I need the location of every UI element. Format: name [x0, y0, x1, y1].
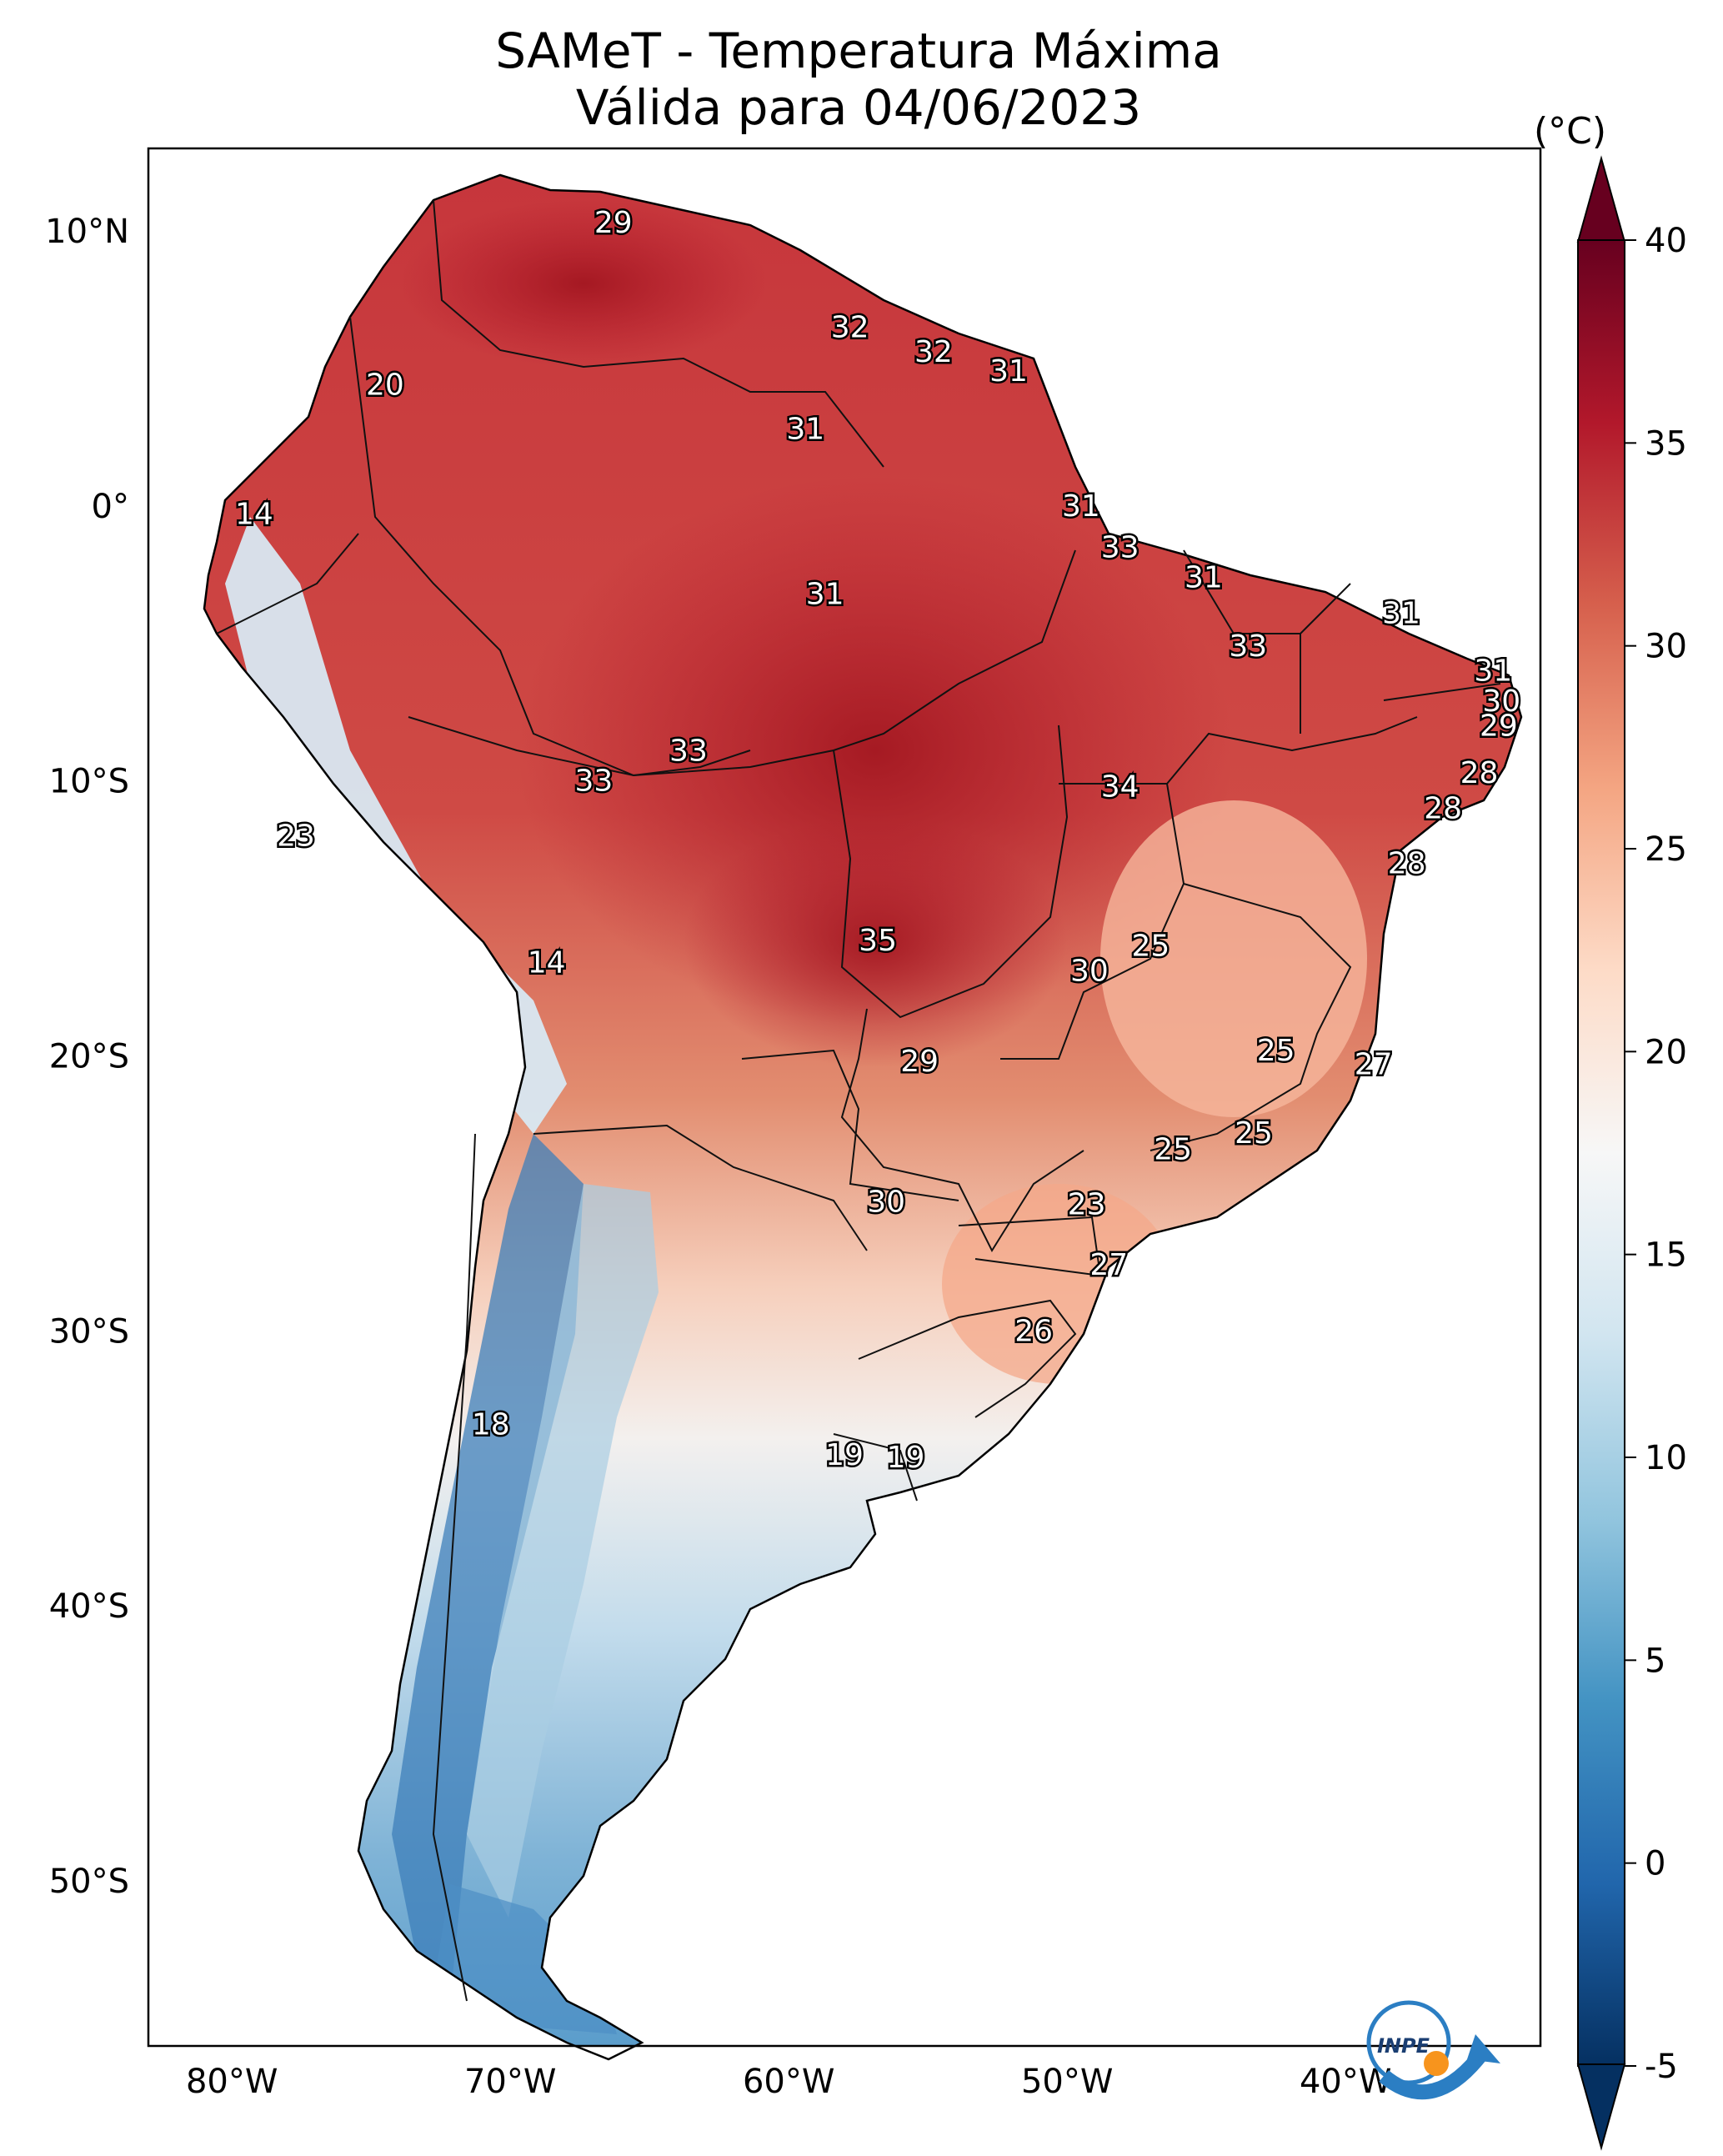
lat-tick-label: 20°S: [49, 1038, 129, 1076]
station-value-label: 20: [366, 369, 404, 403]
lon-tick-label: 50°W: [1021, 2063, 1113, 2101]
political-borders: [203, 173, 1523, 2061]
border-minas: [1150, 883, 1352, 1151]
station-value-label: 19: [825, 1438, 864, 1472]
lat-tick-label: 10°S: [49, 763, 129, 801]
lat-tick-label: 50°S: [49, 1863, 129, 1901]
station-value-label: 25: [1154, 1133, 1192, 1167]
station-value-label: 29: [1480, 709, 1518, 744]
map-subtitle: Válida para 04/06/2023: [575, 79, 1142, 136]
border-west-amazon: [349, 316, 751, 777]
lon-tick-label: 60°W: [743, 2063, 834, 2101]
station-value-label: 29: [900, 1045, 939, 1079]
border-bahia-north: [1166, 716, 1418, 785]
station-value-label: 23: [1068, 1188, 1106, 1222]
lat-tick-label: 30°S: [49, 1312, 129, 1351]
station-value-label: 14: [528, 945, 566, 980]
border-parana: [958, 1216, 1102, 1277]
station-value-label: 34: [1101, 770, 1139, 804]
station-value-label: 33: [1101, 530, 1139, 564]
station-value-label: 31: [1382, 596, 1420, 630]
station-value-label: 27: [1355, 1047, 1393, 1081]
colorbar-tick-label: 35: [1645, 424, 1687, 463]
inpe-logo: INPE: [1366, 2000, 1500, 2100]
inpe-logo-dot-icon: [1424, 2051, 1449, 2076]
station-value-label: 33: [669, 734, 708, 768]
station-value-label: 33: [1229, 629, 1267, 664]
station-value-label: 23: [277, 820, 315, 854]
station-value-label: 25: [1235, 1116, 1273, 1151]
colorbar-tick-label: 40: [1645, 222, 1687, 260]
inpe-logo-swoosh-icon: [1379, 2046, 1490, 2100]
map-title: SAMeT - Temperatura Máxima: [495, 23, 1222, 79]
station-value-label: 29: [594, 206, 633, 240]
station-value-label: 30: [867, 1185, 905, 1219]
station-value-label: 25: [1131, 930, 1170, 964]
border-piaui: [1183, 549, 1301, 734]
map-frame: [147, 147, 1542, 2048]
border-uruguay: [833, 1433, 918, 1502]
colorbar-tick-label: -5: [1645, 2048, 1678, 2086]
border-ecuador-peru: [216, 533, 359, 634]
latitude-axis: 10°N 0° 10°S 20°S 30°S 40°S 50°S: [45, 213, 129, 1901]
lon-tick-label: 70°W: [464, 2063, 556, 2101]
colorbar-tick-label: 25: [1645, 830, 1687, 869]
inpe-logo-arrow-icon: [1467, 2034, 1500, 2063]
station-value-label: 31: [1062, 489, 1100, 524]
border-north: [433, 199, 884, 468]
colorbar-tick-label: 15: [1645, 1236, 1687, 1275]
colorbar-bar: [1577, 239, 1625, 2067]
lon-tick-label: 80°W: [186, 2063, 278, 2101]
colorbar-tick-label: 0: [1645, 1845, 1665, 1883]
colorbar-ticks: 40 35 30 25 20 15 10 5 0 -5: [1625, 222, 1687, 2086]
border-paraguay: [741, 1049, 959, 1201]
station-value-label: 31: [1185, 561, 1223, 595]
lat-tick-label: 40°S: [49, 1587, 129, 1626]
colorbar-min-extend-arrow: [1576, 2063, 1626, 2151]
station-value-label: 31: [786, 412, 824, 446]
longitude-axis: 80°W 70°W 60°W 50°W 40°W: [186, 2063, 1391, 2101]
station-value-label: 19: [887, 1441, 925, 1475]
station-value-label: 35: [859, 924, 897, 958]
station-value-label: 14: [235, 498, 273, 532]
border-rio-grande: [858, 1299, 1077, 1418]
station-value-label: 27: [1089, 1248, 1128, 1282]
station-value-label: 30: [1070, 954, 1109, 988]
station-value-label: 33: [574, 765, 613, 799]
border-chile-argentina: [432, 1133, 476, 2002]
station-value-label: 31: [1474, 654, 1512, 689]
border-mato-grosso-sul: [840, 1008, 1084, 1253]
station-value-label: 30: [1482, 684, 1520, 719]
border-bolivia-south: [533, 1124, 868, 1251]
station-value-label: 25: [1257, 1034, 1295, 1068]
border-pernambuco: [1383, 683, 1501, 701]
station-value-label: 28: [1460, 756, 1499, 790]
station-value-label: 28: [1424, 792, 1462, 826]
station-value-label: 31: [989, 354, 1028, 389]
colorbar: 40 35 30 25 20 15 10 5 0 -5: [1576, 155, 1687, 2151]
colorbar-tick-label: 30: [1645, 628, 1687, 666]
colorbar-unit-label: (°C): [1534, 110, 1607, 153]
colorbar-tick-label: 20: [1645, 1033, 1687, 1071]
station-value-label: 18: [472, 1408, 510, 1442]
station-value-label: 31: [806, 577, 844, 611]
station-value-label: 32: [914, 335, 953, 369]
border-mato-grosso: [833, 725, 1069, 1019]
lat-tick-label: 0°: [92, 488, 129, 526]
station-value-label: 26: [1014, 1314, 1053, 1348]
lat-tick-label: 10°N: [45, 213, 129, 251]
colorbar-tick-label: 5: [1645, 1642, 1665, 1680]
colorbar-max-extend-arrow: [1576, 155, 1626, 243]
station-value-label: 32: [831, 310, 869, 344]
svg-text:INPE: INPE: [1377, 2034, 1430, 2058]
station-value-label: 28: [1388, 847, 1426, 881]
colorbar-tick-label: 10: [1645, 1439, 1687, 1477]
border-ceara: [1300, 583, 1351, 634]
